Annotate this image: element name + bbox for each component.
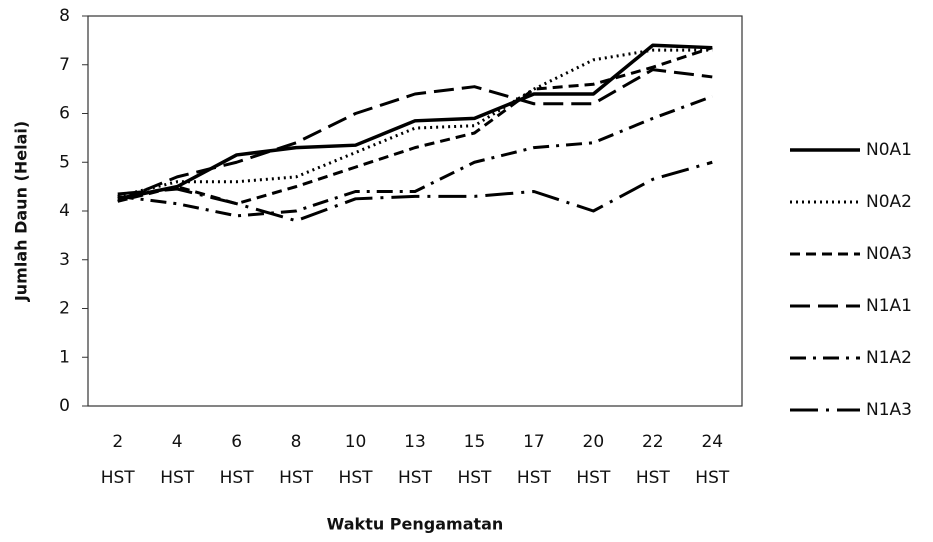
x-tick-label: 10 HST <box>339 432 374 488</box>
x-tick-label: 22 HST <box>636 432 671 488</box>
series-line <box>117 48 713 198</box>
x-tick-label: 24 HST <box>695 432 730 488</box>
plot-frame <box>87 15 743 407</box>
legend-label: N0A1 <box>866 140 912 160</box>
x-tick-label: 15 HST <box>457 432 492 488</box>
x-tick-label: 4 HST <box>160 432 195 488</box>
y-tick-label: 7 <box>59 55 70 75</box>
y-tick-label: 3 <box>59 250 70 270</box>
y-tick-label: 2 <box>59 299 70 319</box>
legend-label: N0A2 <box>866 192 912 212</box>
x-tick-label: 20 HST <box>576 432 611 488</box>
series-line <box>117 160 713 223</box>
y-tick-label: 1 <box>59 347 70 367</box>
y-tick-label: 5 <box>59 152 70 172</box>
series-line <box>117 95 713 218</box>
x-tick-label: 8 HST <box>279 432 314 488</box>
series-line <box>117 43 713 201</box>
series-line <box>117 68 713 203</box>
y-tick-label: 4 <box>59 201 70 221</box>
y-axis-title: Jumlah Daun (Helai) <box>12 121 31 302</box>
y-tick-label: 8 <box>59 6 70 26</box>
y-tick-label: 0 <box>59 396 70 416</box>
legend-label: N1A3 <box>866 400 912 420</box>
x-tick-label: 17 HST <box>517 432 552 488</box>
x-tick-label: 6 HST <box>220 432 255 488</box>
y-tick-label: 6 <box>59 104 70 124</box>
legend-label: N1A2 <box>866 348 912 368</box>
legend-label: N1A1 <box>866 296 912 316</box>
x-tick-label: 13 HST <box>398 432 433 488</box>
legend-label: N0A3 <box>866 244 912 264</box>
x-tick-label: 2 HST <box>101 432 136 488</box>
x-axis-title: Waktu Pengamatan <box>327 515 504 534</box>
